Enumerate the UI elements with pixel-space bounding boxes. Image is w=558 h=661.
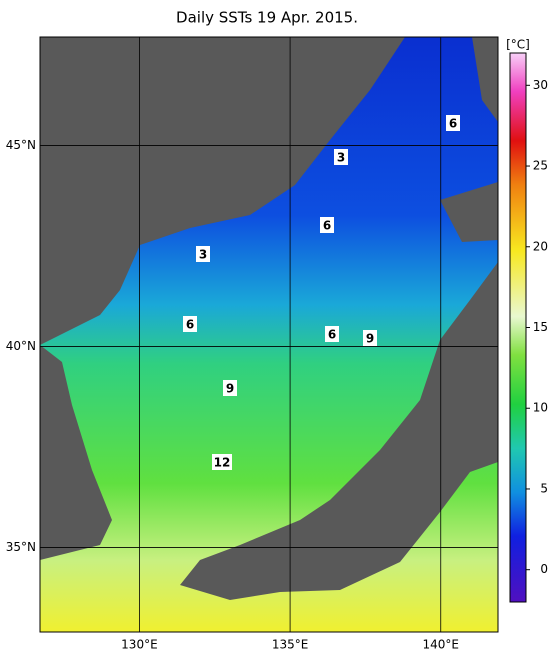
- land: [40, 37, 498, 600]
- contour-label-box: [334, 149, 348, 165]
- contour-label: 6: [449, 117, 457, 131]
- colorbar-tick-label: 10: [533, 401, 548, 415]
- x-tick-label: 140°E: [423, 638, 460, 652]
- colorbar-tick-label: 0: [540, 562, 548, 576]
- contour-label: 6: [323, 219, 331, 233]
- contour-label-box: [196, 246, 210, 262]
- contour-label-box: [212, 454, 232, 470]
- contour-label-box: [320, 217, 334, 233]
- colorbar-tick-label: 30: [533, 78, 548, 92]
- contour-label: 12: [214, 456, 231, 470]
- colorbar-tick-label: 25: [533, 159, 548, 173]
- contour-label: 3: [337, 151, 345, 165]
- contour-label-box: [363, 330, 377, 346]
- korea: [40, 345, 112, 560]
- sakhalin: [472, 37, 498, 122]
- contour-label: 6: [328, 328, 336, 342]
- contour-label: 9: [226, 382, 234, 396]
- contour-label: 6: [186, 318, 194, 332]
- contour-label-box: [223, 380, 237, 396]
- colorbar-tick-label: 5: [540, 481, 548, 495]
- honshu: [180, 262, 498, 600]
- x-tick-label: 130°E: [121, 638, 158, 652]
- y-tick-label: 45°N: [6, 138, 36, 152]
- hokkaido: [440, 182, 498, 242]
- y-tick-label: 40°N: [6, 339, 36, 353]
- contour-label-box: [446, 115, 460, 131]
- contour-label: 9: [366, 332, 374, 346]
- colorbar-tick-label: 15: [533, 320, 548, 334]
- colorbar: [509, 52, 527, 603]
- title: Daily SSTs 19 Apr. 2015.: [176, 9, 358, 27]
- colorbar-tick-label: 20: [533, 239, 548, 253]
- contour-label-box: [183, 316, 197, 332]
- x-tick-label: 135°E: [272, 638, 309, 652]
- y-tick-label: 35°N: [6, 540, 36, 554]
- map-frame: [39, 36, 499, 633]
- contour-label: 3: [199, 248, 207, 262]
- contour-label-box: [325, 326, 339, 342]
- colorbar-unit: [°C]: [506, 38, 530, 52]
- continent: [40, 37, 405, 345]
